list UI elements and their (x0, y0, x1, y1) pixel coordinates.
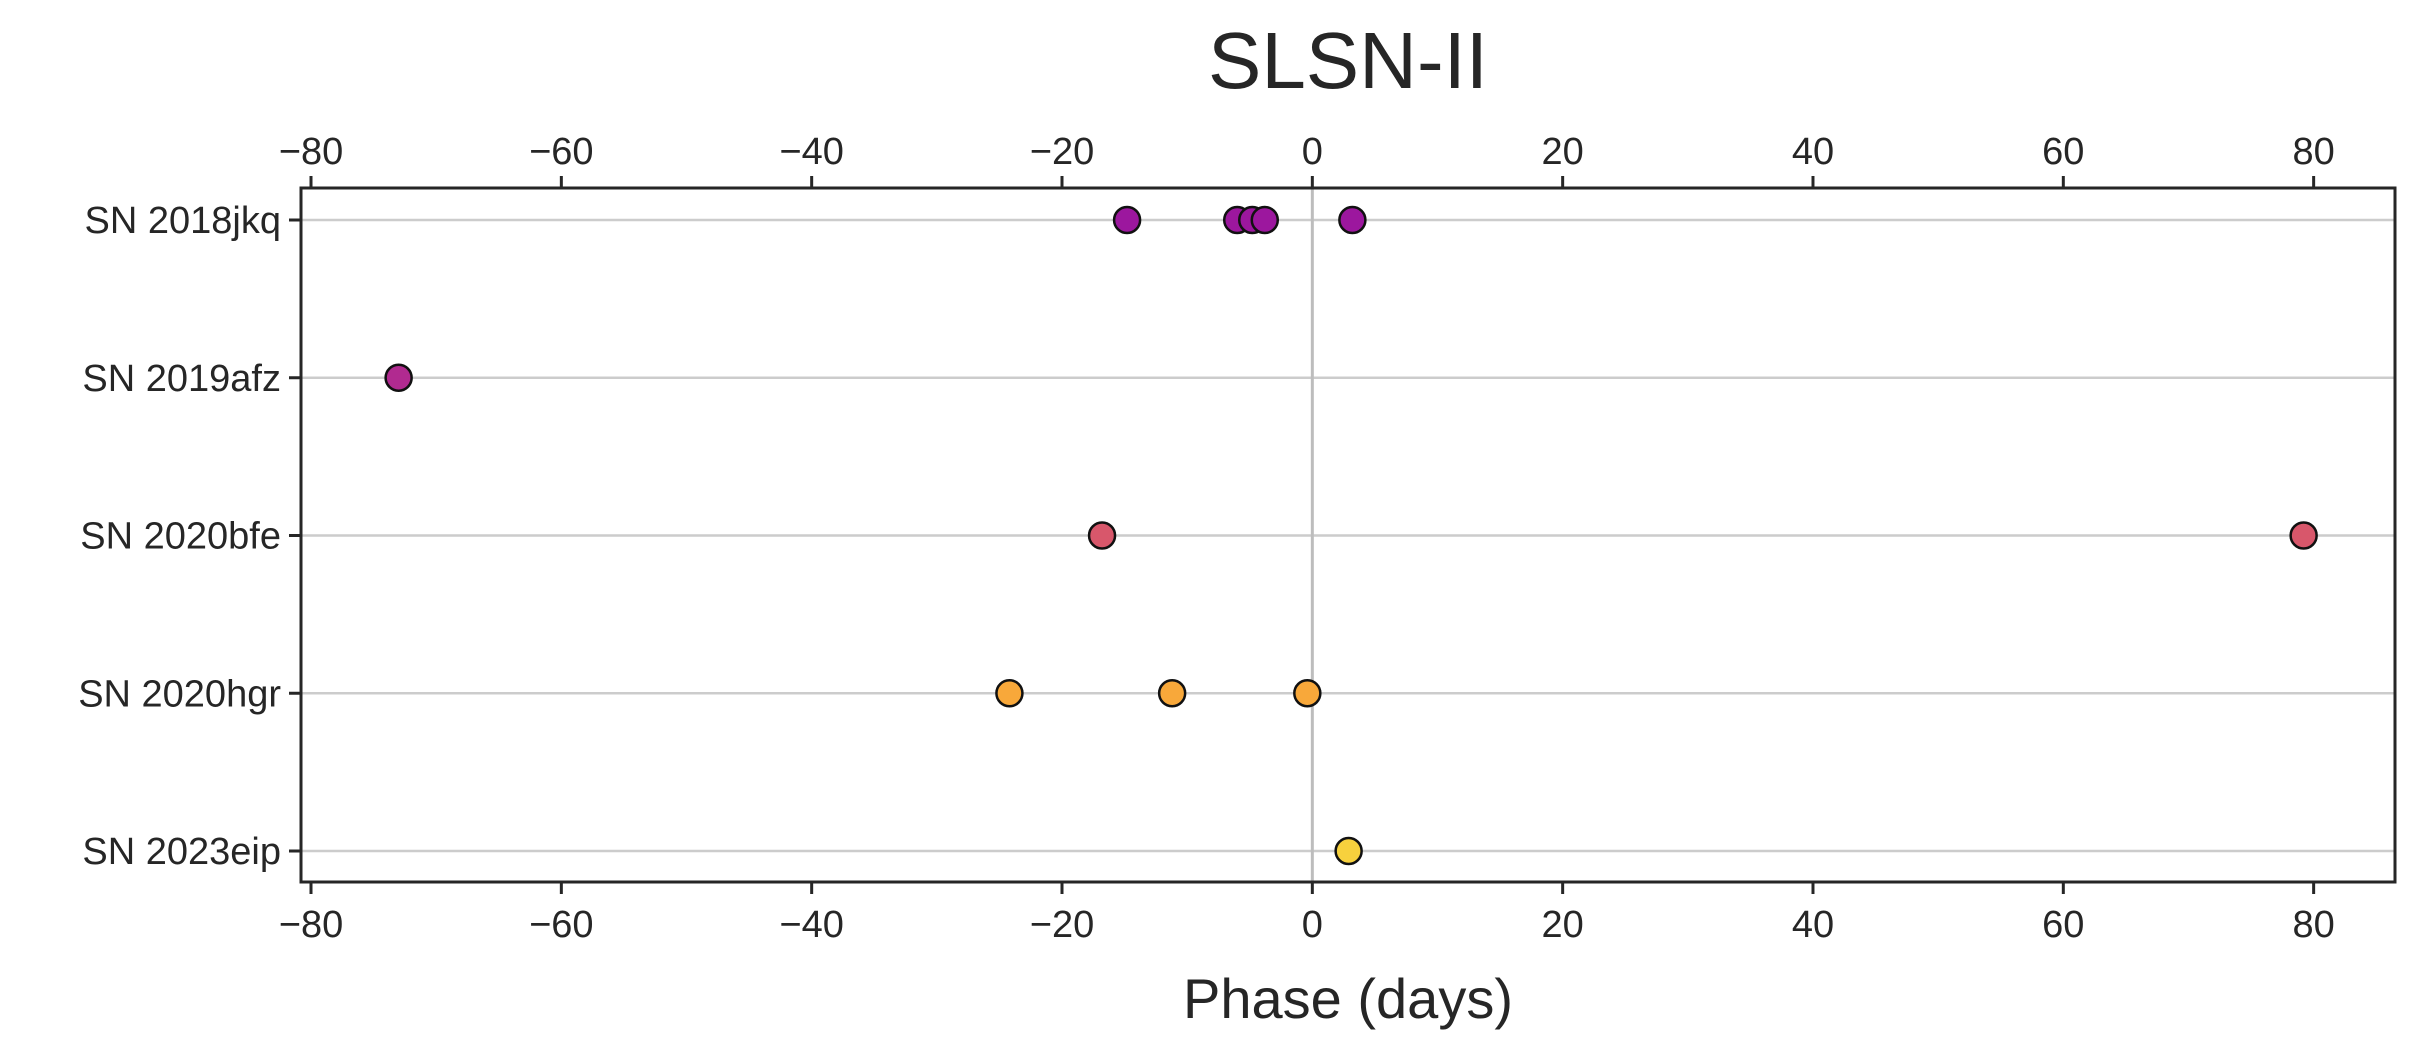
x-tick-label-top: −60 (529, 131, 593, 173)
y-tick-label: SN 2020bfe (80, 516, 281, 558)
x-tick-label: −60 (529, 904, 593, 946)
x-tick-label: 60 (2042, 904, 2084, 946)
x-tick-label-top: −80 (279, 131, 343, 173)
x-tick-label: 20 (1542, 904, 1584, 946)
x-tick-label-top: −40 (779, 131, 843, 173)
y-tick-label: SN 2023eip (82, 831, 281, 873)
x-tick-label: −20 (1030, 904, 1094, 946)
x-tick-label: −40 (779, 904, 843, 946)
y-axis: SN 2018jkq SN 2019afz SN 2020bfe SN 2020hgr… (78, 200, 301, 873)
y-tick-label: SN 2018jkq (85, 200, 281, 242)
data-point (1250, 205, 1280, 235)
x-tick-label-top: −20 (1030, 131, 1094, 173)
x-tick-label: 0 (1302, 904, 1323, 946)
data-point (995, 679, 1024, 708)
y-tick-label: SN 2020hgr (78, 673, 281, 715)
chart-title: SLSN-II (1208, 16, 1488, 105)
x-tick-label: 40 (1792, 904, 1834, 946)
x-tick-label-top: 80 (2293, 131, 2335, 173)
x-tick-label-top: 60 (2042, 131, 2084, 173)
data-point (1338, 205, 1367, 235)
x-tick-label-top: 0 (1302, 131, 1323, 173)
x-tick-label: −80 (279, 904, 343, 946)
x-axis-label: Phase (days) (1183, 967, 1513, 1030)
data-point (1293, 679, 1322, 708)
data-point (1087, 521, 1117, 550)
grid-layer (301, 218, 2395, 853)
x-axis-top: −80 −60 −40 −20 0 20 40 60 80 (279, 131, 2335, 188)
data-point (1157, 679, 1187, 708)
data-point (2289, 521, 2318, 550)
data-point (1112, 205, 1142, 235)
x-tick-label: 80 (2293, 904, 2335, 946)
x-tick-label-top: 20 (1542, 131, 1584, 173)
y-tick-label: SN 2019afz (82, 358, 281, 400)
x-tick-label-top: 40 (1792, 131, 1834, 173)
x-axis-bottom: −80 −60 −40 −20 0 20 40 60 80 (279, 882, 2335, 946)
data-point (1334, 836, 1363, 866)
points-layer (384, 205, 2318, 866)
data-point (384, 363, 413, 392)
